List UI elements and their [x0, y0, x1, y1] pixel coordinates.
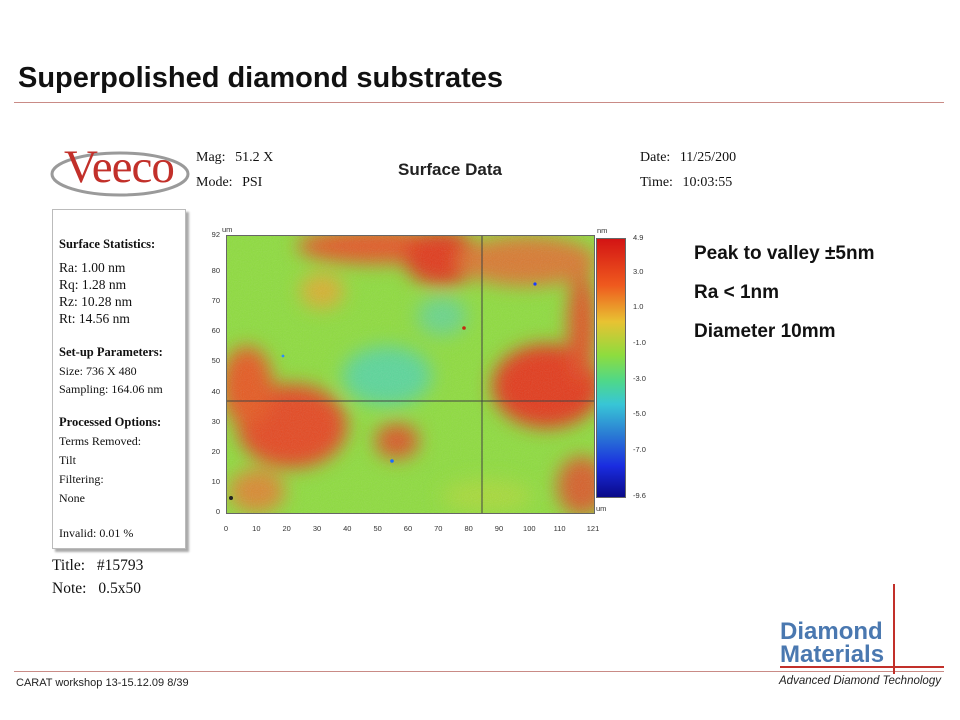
y-tick-label: 80 [211, 266, 220, 276]
time-label: Time: [640, 175, 673, 190]
x-tick-label: 10 [252, 524, 261, 533]
report-title: Title: #15793 [52, 557, 143, 575]
surface-statistics-panel: Surface Statistics: Ra: 1.00 nm Rq: 1.28… [52, 209, 186, 549]
x-tick-label: 60 [403, 524, 413, 533]
brand-accent-line [893, 584, 895, 674]
setup-sampling: Sampling: 164.06 nm [59, 382, 163, 396]
y-tick-label: 30 [211, 416, 220, 426]
title-divider [14, 102, 944, 103]
scale-tick-label: 3.0 [633, 266, 644, 276]
x-tick-label: 20 [282, 524, 291, 533]
y-tick-label: 10 [211, 476, 220, 486]
title-label: Title: [52, 557, 86, 574]
date-value: 11/25/200 [679, 150, 737, 165]
bullet-diameter: Diameter 10mm [694, 321, 836, 342]
mag-value: 51.2 X [235, 150, 274, 165]
scale-tick-label: -1.0 [633, 337, 646, 347]
scale-tick-label: -7.0 [633, 444, 646, 454]
stat-rq: Rq: 1.28 nm [59, 277, 127, 292]
x-tick-label: 70 [434, 524, 443, 533]
note-value: 0.5x50 [98, 580, 141, 597]
mag-field: Mag: 51.2 X [196, 150, 273, 166]
x-tick-label: 50 [373, 524, 382, 533]
x-tick-label: 90 [494, 524, 504, 533]
x-tick-label: 110 [553, 524, 566, 533]
brand-line-2: Materials [780, 641, 885, 668]
scale-tick-label: -5.0 [633, 409, 646, 419]
surface-data-heading: Surface Data [398, 160, 502, 179]
scale-tick-label: 4.9 [633, 233, 644, 242]
brand-tagline: Advanced Diamond Technology [779, 675, 941, 687]
x-tick-label: 0 [223, 524, 229, 533]
brand-underline [780, 666, 944, 668]
y-tick-label: 20 [211, 446, 220, 456]
slide-footer: CARAT workshop 13-15.12.09 8/39 [16, 677, 189, 689]
setup-size: Size: 736 X 480 [59, 364, 137, 378]
invalid-percent: Invalid: 0.01 % [59, 526, 134, 540]
bullet-roughness: Ra < 1nm [694, 282, 780, 303]
filtering-value: None [59, 491, 85, 505]
veeco-logo: Veeco [64, 141, 175, 193]
scale-tick-label: -3.0 [633, 373, 646, 383]
stat-rt: Rt: 14.56 nm [59, 311, 130, 326]
terms-removed-value: Tilt [59, 453, 76, 467]
x-tick-label: 100 [523, 524, 536, 533]
time-value: 10:03:55 [682, 175, 733, 190]
y-tick-label: 92 [211, 230, 220, 239]
scale-unit: nm [597, 226, 608, 235]
y-tick-label: 0 [215, 507, 220, 516]
stat-ra: Ra: 1.00 nm [59, 260, 126, 275]
slide-title: Superpolished diamond substrates [18, 62, 504, 94]
setup-heading: Set-up Parameters: [59, 345, 163, 359]
x-tick-label: 80 [464, 524, 473, 533]
note-label: Note: [52, 580, 87, 597]
scale-tick-label: -9.6 [633, 491, 646, 500]
scale-tick-label: 1.0 [633, 302, 644, 312]
date-label: Date: [640, 150, 671, 165]
mode-value: PSI [242, 175, 263, 190]
filtering-label: Filtering: [59, 472, 104, 486]
terms-removed-label: Terms Removed: [59, 434, 142, 448]
report-note: Note: 0.5x50 [52, 580, 141, 598]
color-scale-bar [596, 238, 626, 498]
bullet-peak-to-valley: Peak to valley ±5nm [694, 243, 875, 264]
date-field: Date: 11/25/200 [640, 150, 736, 166]
stat-rz: Rz: 10.28 nm [59, 294, 133, 309]
veeco-logo-swoosh-icon [50, 151, 190, 197]
y-tick-label: 40 [211, 386, 220, 396]
title-value: #15793 [96, 557, 144, 574]
brand-line-1: Diamond [780, 618, 883, 645]
y-tick-label: 60 [211, 326, 220, 336]
surface-height-map [226, 235, 595, 514]
y-tick-label: 50 [211, 356, 220, 366]
x-axis-unit: um [596, 504, 607, 513]
mode-field: Mode: PSI [196, 175, 262, 191]
footer-divider [14, 671, 944, 672]
x-tick-label: 121 [586, 524, 600, 533]
mode-label: Mode: [196, 175, 233, 190]
time-field: Time: 10:03:55 [640, 175, 732, 191]
stats-heading: Surface Statistics: [59, 237, 156, 251]
y-tick-label: 70 [211, 296, 220, 306]
x-tick-label: 40 [343, 524, 352, 533]
y-axis-unit: um [222, 225, 233, 234]
processed-heading: Processed Options: [59, 415, 162, 429]
mag-label: Mag: [196, 150, 226, 165]
x-tick-label: 30 [312, 524, 322, 533]
